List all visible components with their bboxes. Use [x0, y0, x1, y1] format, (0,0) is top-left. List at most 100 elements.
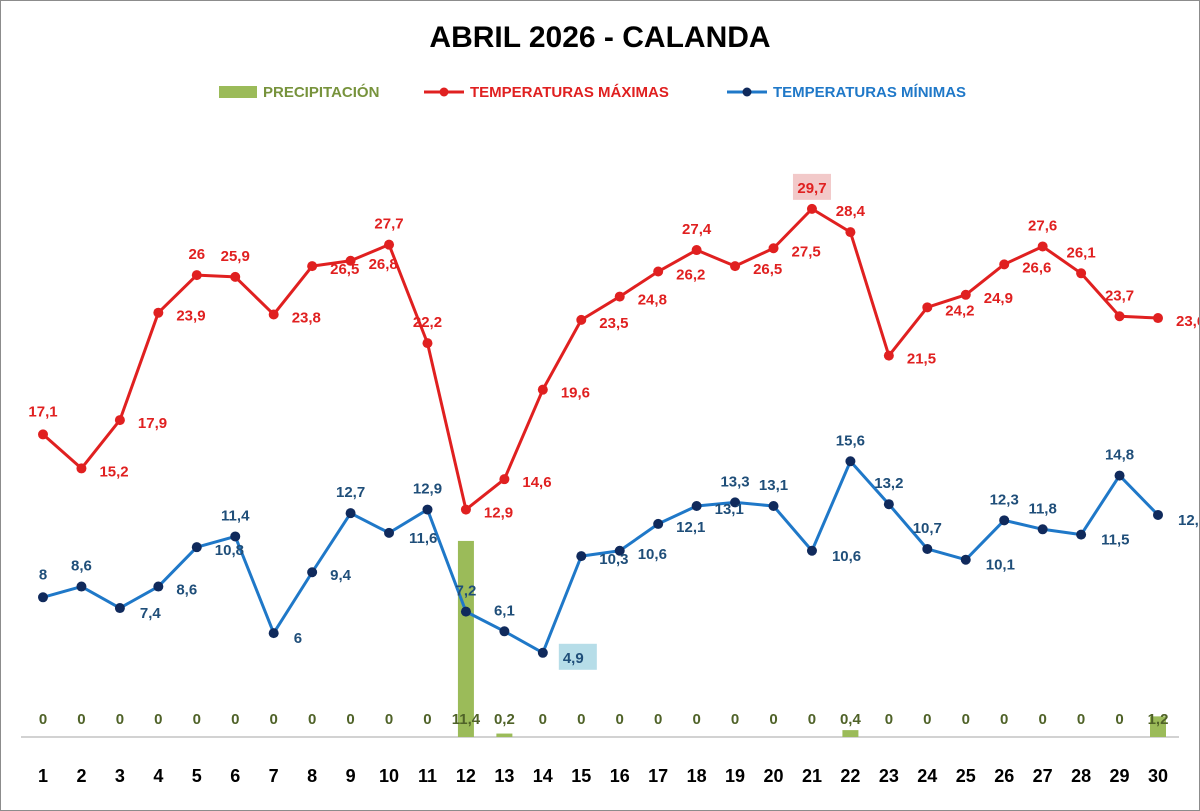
temp-max-value-label-24: 24,2	[945, 302, 974, 319]
precip-value-label-7: 0	[270, 711, 278, 728]
temp-max-point-3	[114, 415, 125, 426]
precip-value-label-4: 0	[154, 711, 162, 728]
temp-min-point-4	[153, 581, 164, 592]
precip-value-label-27: 0	[1038, 711, 1046, 728]
temp-min-value-label-24: 10,7	[913, 520, 942, 537]
x-tick-label-6: 6	[230, 766, 240, 786]
temp-min-point-22	[845, 456, 856, 467]
precip-value-label-18: 0	[692, 711, 700, 728]
temp-min-value-label-28: 11,5	[1101, 532, 1129, 549]
x-tick-label-4: 4	[153, 766, 163, 786]
temp-max-point-10	[384, 239, 395, 250]
precip-value-label-22: 0,4	[840, 711, 862, 728]
temp-min-value-label-14: 4,9	[563, 650, 584, 667]
temp-max-value-label-4: 23,9	[176, 308, 205, 325]
temp-min-value-label-4: 8,6	[176, 582, 197, 599]
x-tick-label-15: 15	[571, 766, 591, 786]
temp-min-value-label-11: 12,9	[413, 481, 442, 498]
temp-min-value-label-21: 10,6	[832, 548, 861, 565]
temp-min-point-23	[883, 499, 894, 510]
temp-max-value-label-17: 26,2	[676, 267, 705, 284]
legend-item-temp-max: TEMPERATURAS MÁXIMAS	[424, 81, 669, 103]
temp-min-value-label-30: 12,6	[1178, 512, 1199, 529]
temp-min-value-label-29: 14,8	[1105, 447, 1134, 464]
temp-min-point-2	[76, 581, 87, 592]
temp-min-value-label-16: 10,6	[638, 546, 667, 563]
x-tick-label-23: 23	[879, 766, 899, 786]
temp-min-point-28	[1076, 529, 1087, 540]
temp-max-value-label-29: 23,7	[1105, 287, 1134, 304]
precip-value-label-28: 0	[1077, 711, 1085, 728]
temp-min-value-label-17: 12,1	[676, 519, 705, 536]
temp-max-point-19	[730, 261, 741, 272]
temp-max-value-label-28: 26,1	[1067, 244, 1096, 261]
temp-min-value-label-18: 13,1	[715, 501, 744, 518]
x-tick-label-7: 7	[269, 766, 279, 786]
temp-min-value-label-3: 7,4	[140, 605, 162, 622]
temp-max-point-29	[1114, 311, 1125, 322]
temp-min-value-label-7: 6	[294, 630, 302, 647]
legend-swatch-temp-max	[424, 87, 464, 97]
temp-max-value-label-11: 22,2	[413, 314, 442, 331]
x-tick-label-11: 11	[418, 766, 437, 786]
temp-max-value-label-12: 12,9	[484, 505, 513, 522]
temp-max-point-11	[422, 338, 433, 349]
temp-min-value-label-2: 8,6	[71, 558, 92, 575]
precip-value-label-3: 0	[116, 711, 124, 728]
legend: PRECIPITACIÓN TEMPERATURAS MÁXIMAS TEMPE…	[1, 81, 1199, 103]
temp-max-point-24	[922, 302, 933, 313]
temp-max-value-label-26: 26,6	[1022, 259, 1051, 276]
temp-max-value-label-19: 26,5	[753, 261, 782, 278]
precip-value-label-5: 0	[193, 711, 201, 728]
legend-swatch-precipitacion	[219, 86, 257, 98]
temp-max-point-23	[883, 350, 894, 361]
precip-value-label-29: 0	[1115, 711, 1123, 728]
temp-min-point-16	[614, 545, 625, 556]
x-tick-label-9: 9	[346, 766, 356, 786]
temp-min-value-label-25: 10,1	[986, 557, 1015, 574]
temp-min-point-21	[806, 545, 817, 556]
precip-value-label-17: 0	[654, 711, 662, 728]
legend-label-precipitacion: PRECIPITACIÓN	[263, 83, 380, 101]
precip-value-label-11: 0	[423, 711, 431, 728]
precip-value-label-23: 0	[885, 711, 893, 728]
precip-bar-30	[1150, 716, 1166, 737]
temp-max-point-5	[191, 270, 202, 281]
legend-item-precipitacion: PRECIPITACIÓN	[219, 81, 379, 103]
temp-min-point-15	[576, 551, 587, 562]
precip-value-label-19: 0	[731, 711, 739, 728]
temp-max-point-20	[768, 243, 779, 254]
temp-min-value-label-10: 11,6	[409, 530, 437, 547]
precip-value-label-30: 1,2	[1148, 711, 1169, 728]
precip-bar-12	[457, 540, 474, 737]
precip-value-label-1: 0	[39, 711, 47, 728]
x-tick-label-27: 27	[1033, 766, 1053, 786]
precip-value-label-24: 0	[923, 711, 931, 728]
precip-value-label-26: 0	[1000, 711, 1008, 728]
precip-value-label-21: 0	[808, 711, 816, 728]
precip-bar-13	[496, 733, 513, 737]
temp-max-point-16	[614, 291, 625, 302]
legend-label-temp-max: TEMPERATURAS MÁXIMAS	[470, 83, 669, 101]
precip-value-label-16: 0	[616, 711, 624, 728]
temp-min-point-10	[384, 527, 395, 538]
temp-min-point-30	[1153, 509, 1163, 520]
temp-min-value-label-5: 10,8	[215, 542, 244, 559]
temp-min-point-12	[460, 606, 471, 617]
temp-min-point-8	[307, 567, 318, 578]
temp-max-value-label-22: 28,4	[836, 203, 866, 220]
temp-min-point-19	[730, 497, 741, 508]
temp-min-point-25	[960, 554, 971, 565]
x-tick-label-16: 16	[610, 766, 630, 786]
temp-min-line	[42, 459, 1160, 655]
temp-max-point-12	[460, 504, 471, 515]
temp-min-value-label-15: 10,3	[599, 551, 628, 568]
temp-max-point-27	[1037, 241, 1048, 252]
temp-max-value-label-21: 29,7	[797, 180, 826, 197]
x-tick-label-13: 13	[494, 766, 514, 786]
temp-max-value-label-30: 23,6	[1176, 313, 1199, 330]
x-tick-label-25: 25	[956, 766, 976, 786]
precip-value-label-8: 0	[308, 711, 316, 728]
